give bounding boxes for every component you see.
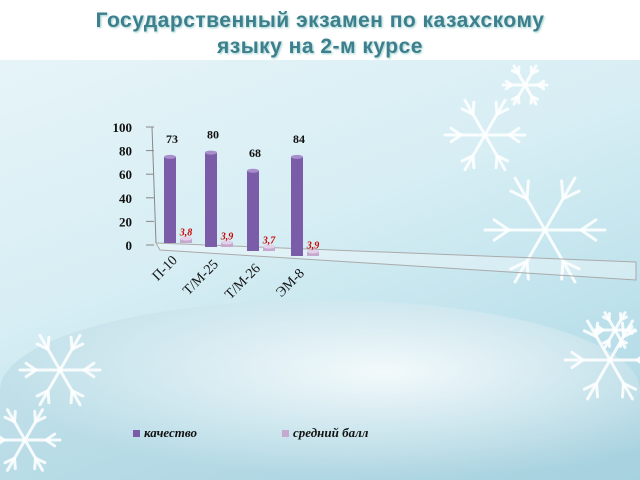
- bar-quality: [164, 156, 176, 243]
- bar-average: [180, 238, 192, 243]
- bar-top: [263, 244, 275, 249]
- y-axis: [151, 126, 157, 244]
- legend-swatch: [133, 430, 140, 437]
- bar-average: [307, 251, 319, 256]
- data-label-average: 3,8: [179, 228, 193, 239]
- data-label-average: 3,9: [220, 231, 234, 242]
- title-line-1: Государственный экзамен по казахскому: [95, 9, 545, 32]
- x-tick-label: Т/М-26: [222, 261, 263, 302]
- snowflake-icon: [501, 64, 549, 106]
- bar-top: [247, 168, 259, 173]
- bar-top: [205, 150, 217, 155]
- bar-top: [291, 154, 303, 159]
- y-tick-label: 100: [113, 120, 133, 135]
- slide-title: Государственный экзамен по казахскому яз…: [0, 8, 640, 60]
- x-tick-label: ЭМ-8: [274, 266, 308, 300]
- title-line-2: языку на 2-м курсе: [217, 35, 423, 58]
- bar-top: [221, 240, 233, 245]
- bar-top: [164, 154, 176, 159]
- y-tick-label: 0: [126, 238, 133, 253]
- snowflake-icon: [443, 98, 527, 172]
- snowflake-icon: [593, 311, 637, 349]
- snowflakes: [0, 64, 640, 472]
- snowflake-icon: [18, 333, 102, 407]
- x-tick-label: П-10: [150, 253, 181, 284]
- snowflake-icon: [0, 408, 62, 472]
- bar-average: [263, 246, 275, 251]
- data-label-quality: 68: [249, 146, 261, 160]
- data-label-average: 3,7: [262, 236, 277, 247]
- legend-swatch: [282, 430, 289, 437]
- x-tick-label: Т/М-25: [180, 257, 221, 298]
- data-label-quality: 84: [293, 132, 305, 146]
- legend-item-average: средний балл: [282, 425, 368, 441]
- bar-quality: [291, 156, 303, 256]
- chart-floor: [155, 242, 637, 281]
- y-tick-label: 40: [119, 191, 132, 206]
- y-tick-label: 20: [119, 214, 132, 229]
- snowflake-icon: [483, 176, 607, 284]
- bar-average: [221, 242, 233, 247]
- data-label-quality: 73: [166, 132, 178, 146]
- data-label-average: 3,9: [306, 240, 320, 251]
- legend-item-quality: качество: [133, 425, 197, 441]
- y-tick-label: 80: [119, 144, 132, 159]
- data-label-quality: 80: [207, 128, 219, 142]
- background-wave: [0, 300, 640, 480]
- y-tick-label: 60: [119, 167, 132, 182]
- bar-quality: [247, 170, 259, 251]
- winter-background: [0, 60, 640, 480]
- bar-top: [307, 249, 319, 254]
- legend-label: качество: [144, 425, 198, 440]
- bar-quality: [205, 152, 217, 247]
- bar-top: [180, 236, 192, 241]
- legend-label: средний балл: [293, 425, 369, 440]
